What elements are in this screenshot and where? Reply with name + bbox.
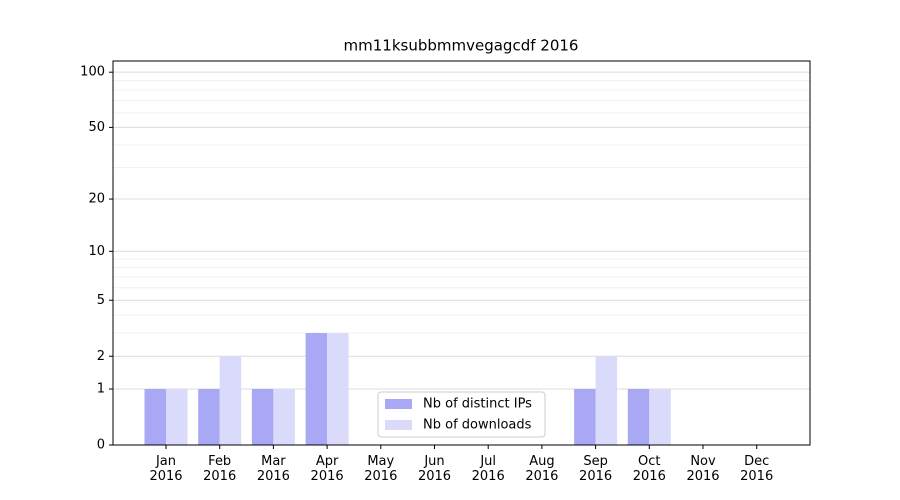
x-tick-label: May 2016	[364, 454, 398, 484]
y-tick-label: 10	[88, 244, 105, 259]
chart-title: mm11ksubbmmvegagcdf 2016	[344, 37, 579, 55]
bar	[219, 356, 242, 445]
bar	[251, 389, 274, 445]
bar	[198, 389, 220, 445]
x-tick-label: Mar 2016	[256, 454, 290, 484]
bar	[574, 389, 596, 445]
y-tick-label: 1	[97, 382, 105, 397]
y-tick-label: 2	[97, 349, 105, 364]
legend-label: Nb of downloads	[423, 418, 532, 433]
x-tick-label: Dec 2016	[740, 454, 774, 484]
x-tick-label: Nov 2016	[686, 454, 720, 484]
y-tick-label: 5	[97, 293, 105, 308]
legend-box	[377, 391, 546, 438]
x-tick-label: Jan 2016	[149, 454, 183, 484]
x-tick-label: Aug 2016	[525, 454, 559, 484]
x-tick-label: Jun 2016	[417, 454, 452, 484]
x-tick-label: Sep 2016	[579, 454, 613, 484]
bar	[627, 389, 650, 445]
x-tick-label: Oct 2016	[632, 454, 666, 484]
legend-swatch	[385, 399, 412, 409]
bar	[327, 333, 349, 445]
legend-label: Nb of distinct IPs	[423, 397, 532, 412]
bar	[305, 333, 328, 445]
bar	[649, 389, 671, 445]
x-tick-label: Apr 2016	[310, 454, 344, 484]
x-tick-label: Jul 2016	[471, 454, 505, 484]
y-tick-label: 0	[97, 438, 105, 453]
plot-frame	[112, 60, 811, 446]
bar	[595, 356, 618, 445]
legend-swatch	[385, 420, 412, 430]
y-tick-label: 50	[88, 120, 105, 135]
bar	[273, 389, 295, 445]
bar	[166, 389, 188, 445]
bar	[144, 389, 166, 445]
y-tick-label: 20	[88, 192, 105, 207]
y-tick-label: 100	[80, 65, 105, 80]
x-tick-label: Feb 2016	[203, 454, 237, 484]
